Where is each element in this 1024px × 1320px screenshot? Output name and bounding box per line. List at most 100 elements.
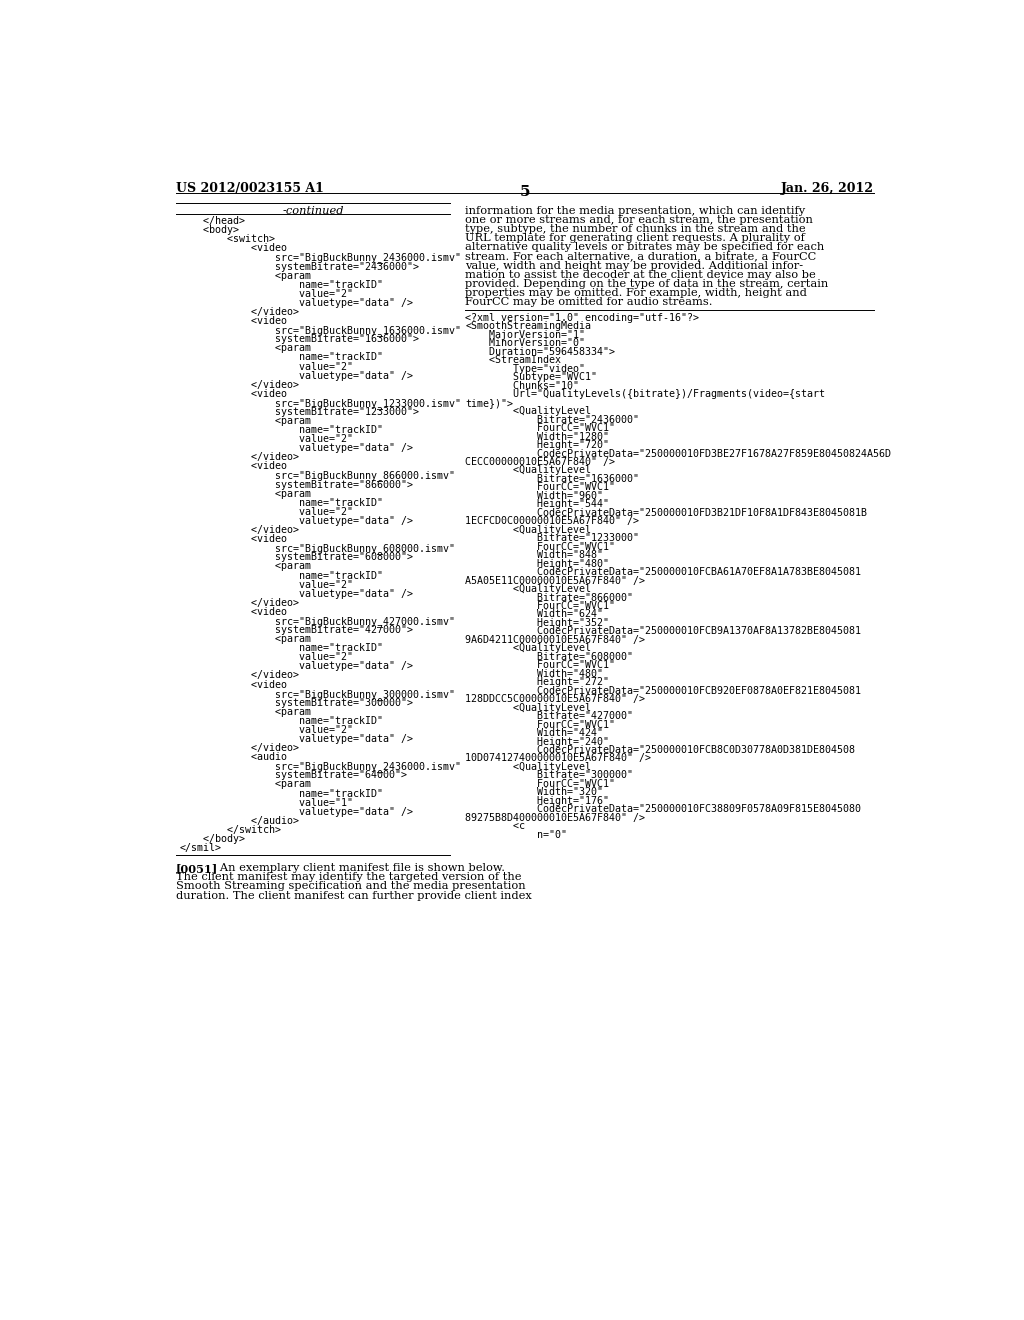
Text: CodecPrivateData="250000010FD3B21DF10F8A1DF843E8045081B: CodecPrivateData="250000010FD3B21DF10F8A… (465, 508, 867, 517)
Text: provided. Depending on the type of data in the stream, certain: provided. Depending on the type of data … (465, 279, 828, 289)
Text: src="BigBuckBunny_2436000.ismv": src="BigBuckBunny_2436000.ismv" (179, 762, 461, 772)
Text: value="2": value="2" (179, 725, 353, 735)
Text: <SmoothStreamingMedia: <SmoothStreamingMedia (465, 322, 591, 331)
Text: Bitrate="1636000": Bitrate="1636000" (465, 474, 639, 484)
Text: </video>: </video> (179, 671, 299, 680)
Text: systemBitrate="300000">: systemBitrate="300000"> (179, 698, 413, 708)
Text: <QualityLevel: <QualityLevel (465, 466, 591, 475)
Text: MajorVersion="1": MajorVersion="1" (465, 330, 585, 341)
Text: FourCC="WVC1": FourCC="WVC1" (465, 779, 615, 789)
Text: </video>: </video> (179, 453, 299, 462)
Text: </smil>: </smil> (179, 843, 221, 853)
Text: CodecPrivateData="250000010FCB9A1370AF8A13782BE8045081: CodecPrivateData="250000010FCB9A1370AF8A… (465, 627, 861, 636)
Text: <param: <param (179, 271, 311, 281)
Text: Bitrate="2436000": Bitrate="2436000" (465, 414, 639, 425)
Text: <switch>: <switch> (179, 235, 275, 244)
Text: <param: <param (179, 780, 311, 789)
Text: systemBitrate="1636000">: systemBitrate="1636000"> (179, 334, 419, 345)
Text: Bitrate="866000": Bitrate="866000" (465, 593, 633, 602)
Text: value, width and height may be provided. Additional infor-: value, width and height may be provided.… (465, 260, 803, 271)
Text: <video: <video (179, 389, 287, 399)
Text: systemBitrate="866000">: systemBitrate="866000"> (179, 479, 413, 490)
Text: <param: <param (179, 343, 311, 354)
Text: Bitrate="608000": Bitrate="608000" (465, 652, 633, 661)
Text: <body>: <body> (179, 226, 240, 235)
Text: </video>: </video> (179, 743, 299, 754)
Text: name="trackID": name="trackID" (179, 352, 383, 363)
Text: systemBitrate="2436000">: systemBitrate="2436000"> (179, 261, 419, 272)
Text: valuetype="data" />: valuetype="data" /> (179, 807, 413, 817)
Text: FourCC="WVC1": FourCC="WVC1" (465, 719, 615, 730)
Text: stream. For each alternative, a duration, a bitrate, a FourCC: stream. For each alternative, a duration… (465, 252, 816, 261)
Text: </switch>: </switch> (179, 825, 282, 836)
Text: name="trackID": name="trackID" (179, 280, 383, 290)
Text: </video>: </video> (179, 380, 299, 389)
Text: systemBitrate="1233000">: systemBitrate="1233000"> (179, 407, 419, 417)
Text: Width="1280": Width="1280" (465, 432, 609, 442)
Text: src="BigBuckBunny_2436000.ismv": src="BigBuckBunny_2436000.ismv" (179, 252, 461, 264)
Text: time})">: time})"> (465, 397, 513, 408)
Text: src="BigBuckBunny_1636000.ismv": src="BigBuckBunny_1636000.ismv" (179, 325, 461, 337)
Text: </video>: </video> (179, 598, 299, 607)
Text: 1ECFCD0C00000010E5A67F840" />: 1ECFCD0C00000010E5A67F840" /> (465, 516, 639, 527)
Text: alternative quality levels or bitrates may be specified for each: alternative quality levels or bitrates m… (465, 243, 824, 252)
Text: Subtype="WVC1": Subtype="WVC1" (465, 372, 597, 383)
Text: name="trackID": name="trackID" (179, 498, 383, 508)
Text: valuetype="data" />: valuetype="data" /> (179, 734, 413, 744)
Text: value="2": value="2" (179, 579, 353, 590)
Text: FourCC="WVC1": FourCC="WVC1" (465, 541, 615, 552)
Text: <video: <video (179, 315, 287, 326)
Text: <param: <param (179, 561, 311, 572)
Text: valuetype="data" />: valuetype="data" /> (179, 371, 413, 380)
Text: value="2": value="2" (179, 289, 353, 298)
Text: value="2": value="2" (179, 434, 353, 445)
Text: Height="352": Height="352" (465, 618, 609, 628)
Text: Bitrate="1233000": Bitrate="1233000" (465, 533, 639, 544)
Text: 128DDCC5C00000010E5A67F840" />: 128DDCC5C00000010E5A67F840" /> (465, 694, 645, 704)
Text: FourCC="WVC1": FourCC="WVC1" (465, 424, 615, 433)
Text: CodecPrivateData="250000010FD3BE27F1678A27F859E80450824A56D: CodecPrivateData="250000010FD3BE27F1678A… (465, 449, 891, 458)
Text: <video: <video (179, 535, 287, 544)
Text: Chunks="10": Chunks="10" (465, 380, 580, 391)
Text: name="trackID": name="trackID" (179, 715, 383, 726)
Text: -continued: -continued (282, 206, 344, 216)
Text: <QualityLevel: <QualityLevel (465, 762, 591, 772)
Text: <video: <video (179, 680, 287, 689)
Text: CECC00000010E5A67F840" />: CECC00000010E5A67F840" /> (465, 457, 615, 467)
Text: 10D074127400000010E5A67F840" />: 10D074127400000010E5A67F840" /> (465, 754, 651, 763)
Text: mation to assist the decoder at the client device may also be: mation to assist the decoder at the clie… (465, 269, 816, 280)
Text: US 2012/0023155 A1: US 2012/0023155 A1 (176, 182, 324, 194)
Text: Bitrate="300000": Bitrate="300000" (465, 771, 633, 780)
Text: Height="176": Height="176" (465, 796, 609, 805)
Text: <param: <param (179, 488, 311, 499)
Text: CodecPrivateData="250000010FCB920EF0878A0EF821E8045081: CodecPrivateData="250000010FCB920EF0878A… (465, 685, 861, 696)
Text: type, subtype, the number of chunks in the stream and the: type, subtype, the number of chunks in t… (465, 224, 806, 235)
Text: <param: <param (179, 706, 311, 717)
Text: <video: <video (179, 462, 287, 471)
Text: Duration="596458334">: Duration="596458334"> (465, 347, 615, 356)
Text: n="0": n="0" (465, 830, 567, 840)
Text: FourCC="WVC1": FourCC="WVC1" (465, 482, 615, 492)
Text: valuetype="data" />: valuetype="data" /> (179, 444, 413, 453)
Text: <QualityLevel: <QualityLevel (465, 702, 591, 713)
Text: The client manifest may identify the targeted version of the: The client manifest may identify the tar… (176, 873, 521, 882)
Text: Width="480": Width="480" (465, 669, 603, 678)
Text: Smooth Streaming specification and the media presentation: Smooth Streaming specification and the m… (176, 882, 525, 891)
Text: <?xml version="1.0" encoding="utf-16"?>: <?xml version="1.0" encoding="utf-16"?> (465, 313, 699, 323)
Text: FourCC="WVC1": FourCC="WVC1" (465, 601, 615, 611)
Text: 5: 5 (519, 185, 530, 199)
Text: <QualityLevel: <QualityLevel (465, 407, 591, 416)
Text: </video>: </video> (179, 525, 299, 535)
Text: systemBitrate="64000">: systemBitrate="64000"> (179, 771, 408, 780)
Text: Width="424": Width="424" (465, 729, 603, 738)
Text: Bitrate="427000": Bitrate="427000" (465, 711, 633, 721)
Text: systemBitrate="608000">: systemBitrate="608000"> (179, 552, 413, 562)
Text: Height="480": Height="480" (465, 558, 609, 569)
Text: one or more streams and, for each stream, the presentation: one or more streams and, for each stream… (465, 215, 813, 226)
Text: src="BigBuckBunny_300000.ismv": src="BigBuckBunny_300000.ismv" (179, 689, 455, 700)
Text: src="BigBuckBunny_608000.ismv": src="BigBuckBunny_608000.ismv" (179, 544, 455, 554)
Text: Width="320": Width="320" (465, 787, 603, 797)
Text: valuetype="data" />: valuetype="data" /> (179, 298, 413, 308)
Text: Height="544": Height="544" (465, 499, 609, 510)
Text: value="2": value="2" (179, 652, 353, 663)
